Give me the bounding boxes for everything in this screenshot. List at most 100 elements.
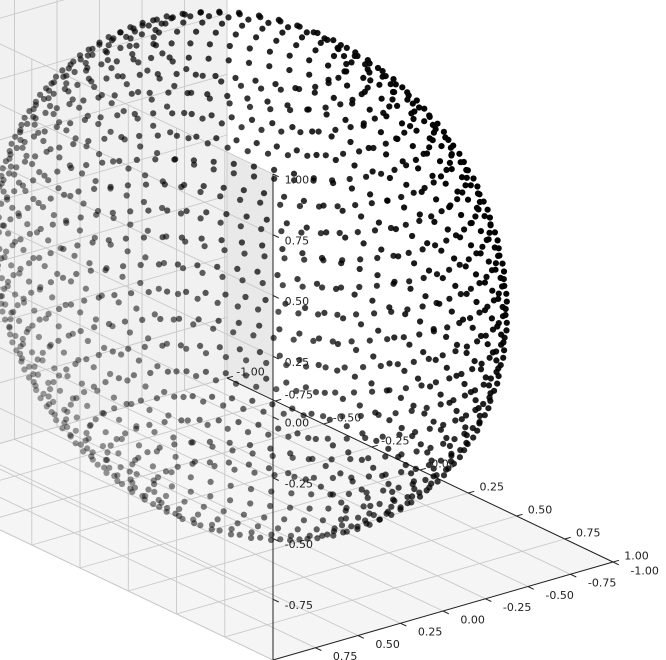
y-tick-label: 0.25: [418, 626, 443, 639]
scatter-point: [25, 325, 32, 333]
scatter-point: [95, 294, 102, 301]
scatter-point: [389, 488, 396, 495]
scatter-point: [267, 445, 274, 452]
scatter-point: [416, 211, 423, 218]
scatter-point: [146, 89, 153, 96]
scatter-point: [386, 304, 393, 311]
scatter-point: [501, 347, 508, 354]
scatter-point: [215, 417, 222, 424]
y-tick-label: 0.00: [460, 613, 485, 626]
scatter-point: [7, 331, 14, 338]
scatter-point: [461, 226, 468, 233]
scatter-point: [343, 435, 350, 442]
scatter-point: [0, 183, 3, 190]
scatter-point: [476, 420, 483, 427]
scatter-point: [204, 140, 211, 147]
scatter-point: [266, 63, 273, 70]
scatter-point: [173, 132, 180, 139]
scatter-point: [91, 83, 98, 90]
scatter-point: [85, 435, 92, 442]
scatter-point: [183, 288, 190, 295]
scatter-point: [312, 389, 319, 396]
scatter-point: [31, 307, 38, 314]
scatter-point: [411, 260, 418, 267]
scatter-point: [22, 187, 29, 194]
scatter-point: [486, 229, 493, 236]
scatter-point: [290, 170, 298, 177]
scatter-point: [77, 309, 84, 316]
scatter-point: [454, 196, 461, 203]
scatter-point: [294, 276, 301, 283]
scatter-point: [166, 54, 173, 61]
x-tick-mark: [419, 467, 427, 471]
scatter-point: [409, 493, 416, 500]
scatter-point: [94, 387, 101, 394]
scatter-point: [432, 242, 439, 249]
y-tick-mark: [570, 573, 577, 578]
scatter-point: [210, 166, 217, 173]
gridline: [0, 225, 274, 357]
scatter-point: [353, 346, 360, 354]
scatter-point: [169, 14, 176, 21]
scatter-point: [178, 234, 185, 241]
scatter-point: [487, 221, 494, 228]
scatter-point: [0, 246, 3, 253]
scatter-point: [74, 81, 81, 88]
scatter-point: [358, 456, 365, 463]
scatter-point: [323, 111, 330, 118]
scatter-point: [204, 91, 211, 98]
scatter-point: [47, 102, 54, 110]
scatter-point: [104, 449, 111, 456]
scatter-point: [176, 506, 183, 513]
scatter-point: [189, 393, 196, 400]
scatter-point: [197, 188, 204, 196]
scatter-point: [484, 341, 491, 348]
scatter-point: [296, 23, 303, 30]
scatter-point: [20, 246, 27, 254]
scatter-point: [55, 185, 62, 192]
scatter-point: [84, 402, 91, 409]
scatter-point: [263, 216, 270, 223]
scatter-point: [80, 200, 87, 207]
scatter-point: [419, 303, 426, 310]
scatter-point: [371, 227, 379, 234]
scatter-point: [401, 204, 408, 211]
scatter-point: [164, 207, 171, 214]
scatter-point: [7, 216, 14, 223]
scatter-point: [96, 41, 103, 48]
scatter-point: [24, 120, 31, 127]
scatter-point: [276, 326, 283, 333]
scatter-point: [240, 511, 247, 518]
scatter-point: [206, 41, 213, 48]
scatter-point: [17, 343, 24, 350]
scatter-point: [207, 493, 214, 500]
scatter-point: [356, 283, 363, 291]
scatter-point: [284, 152, 291, 159]
scatter-point: [297, 129, 304, 136]
z-tick-mark: [272, 234, 280, 238]
scatter-point: [299, 283, 306, 290]
scatter-point: [296, 356, 303, 364]
scatter-point: [366, 337, 373, 344]
scatter-point: [253, 140, 260, 147]
scatter-point: [118, 351, 125, 358]
scatter-point: [377, 362, 384, 370]
scatter-point: [229, 447, 236, 454]
scatter-point: [0, 172, 5, 179]
scatter-point: [210, 158, 217, 165]
scatter-point: [480, 400, 487, 408]
scatter-point: [146, 421, 153, 428]
scatter-point: [425, 462, 433, 469]
scatter-point: [428, 213, 435, 220]
scatter-point: [153, 395, 160, 402]
scatter-point: [465, 256, 472, 263]
scatter-point: [109, 209, 116, 216]
scatter-point: [221, 247, 228, 254]
scatter-point: [77, 441, 84, 448]
scatter-point: [426, 112, 433, 119]
scatter-point: [216, 344, 223, 351]
scatter-point: [142, 383, 149, 390]
scatter-point: [8, 262, 15, 269]
scatter-point: [26, 260, 33, 267]
scatter-point: [161, 181, 168, 188]
